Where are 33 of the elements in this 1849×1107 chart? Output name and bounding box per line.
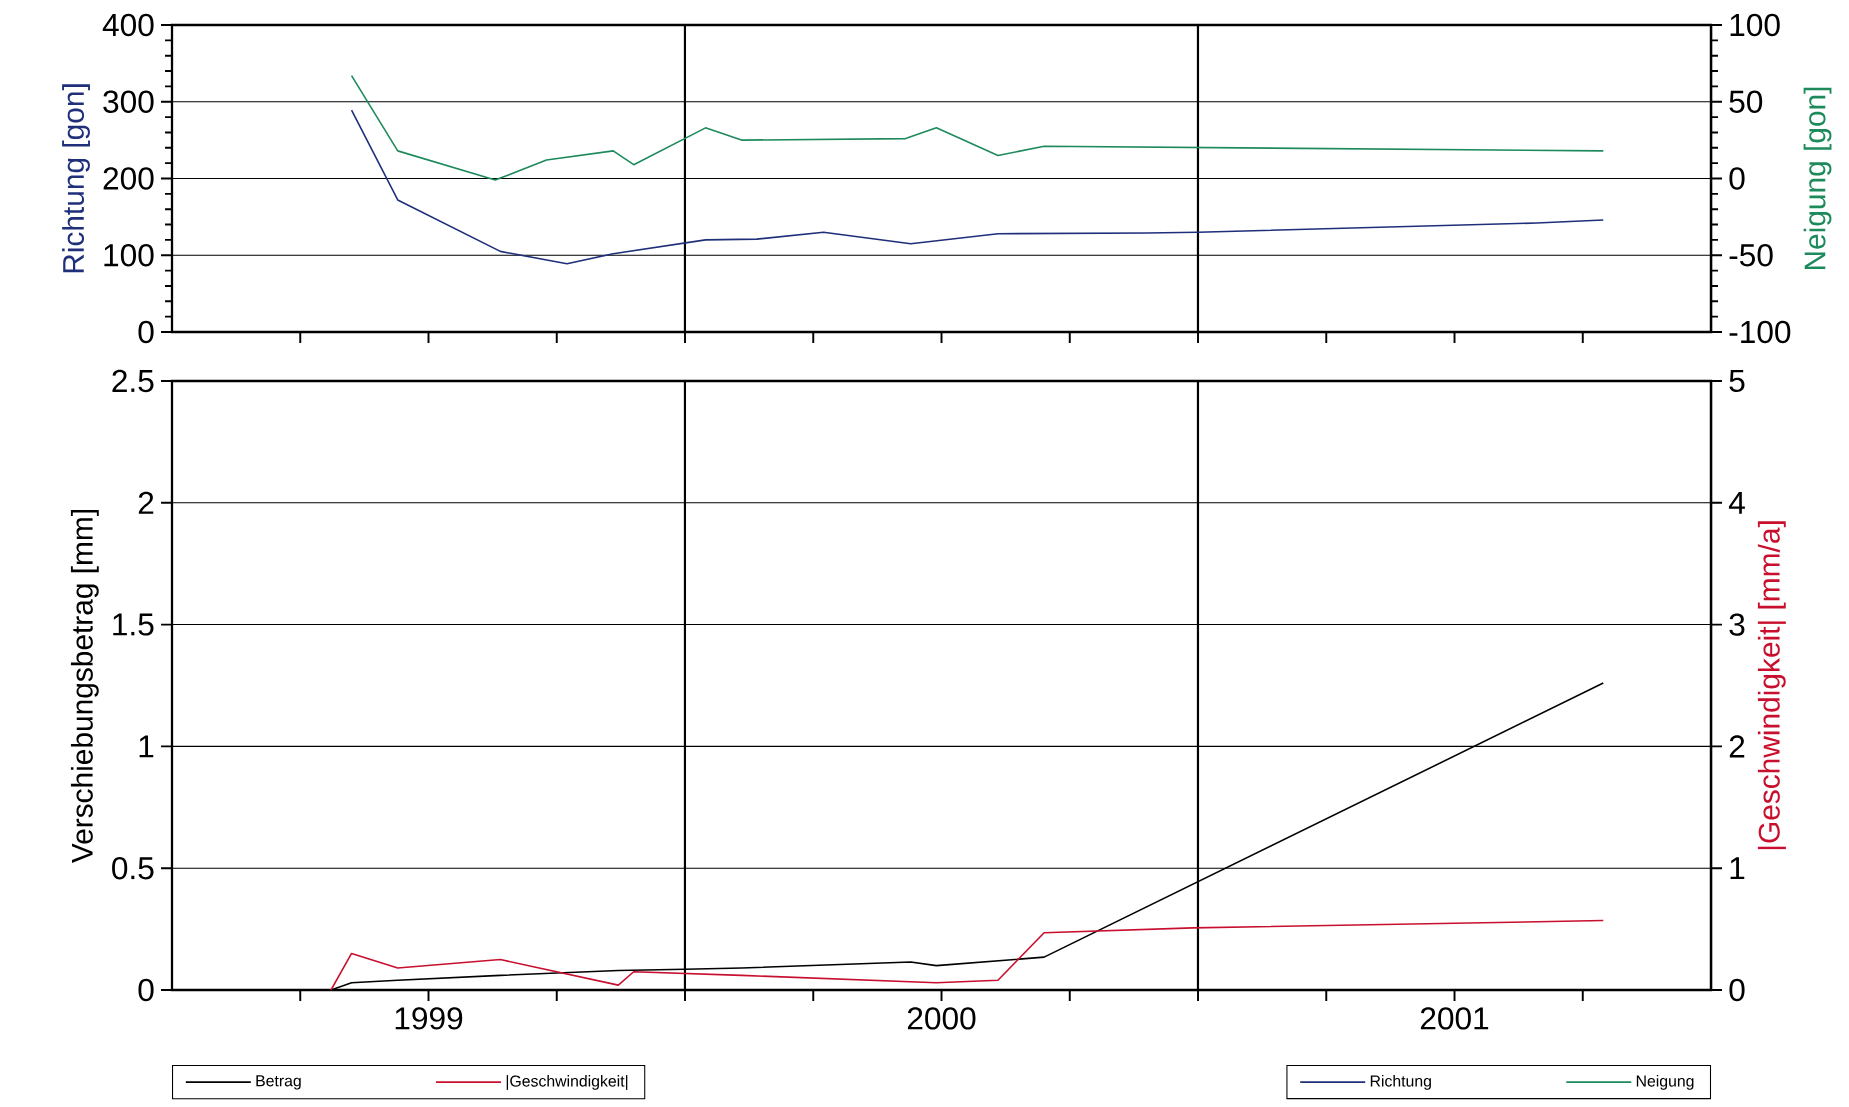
y-tick-label: 0 [138, 320, 154, 344]
y-tick-label: 1 [139, 735, 154, 758]
y2-tick-label: 50 [1729, 90, 1763, 113]
y-axis-title: Verschiebungsbetrag [mm] [70, 510, 99, 864]
x-tick-label: 2000 [907, 1007, 976, 1030]
y2-tick-label: 2 [1729, 735, 1745, 758]
y2-axis-title: |Geschwindigkeit| [mm/a] [1757, 521, 1786, 850]
y2-tick-label: 1 [1730, 857, 1745, 880]
y2-tick-label: 3 [1729, 613, 1745, 636]
y2-tick-label: 0 [1729, 167, 1745, 190]
y-tick-label: 2.5 [112, 369, 154, 393]
y2-tick-label: 4 [1728, 491, 1745, 514]
y-tick-label: 0.5 [112, 856, 154, 880]
y-tick-label: 0 [138, 978, 154, 1002]
y-tick-label: 1.5 [113, 613, 154, 636]
y-axis-title: Richtung [gon] [62, 84, 90, 273]
y-tick-label: 2 [138, 491, 154, 514]
y2-tick-label: 0 [1729, 978, 1745, 1002]
legend-label: |Geschwindigkeit| [506, 1075, 628, 1090]
y2-tick-label: 100 [1730, 13, 1780, 37]
y2-tick-label: -50 [1729, 244, 1773, 267]
legend-label: Betrag [256, 1075, 301, 1090]
y-tick-label: 300 [103, 90, 154, 113]
legend-label: Richtung [1370, 1075, 1431, 1090]
y-tick-label: 100 [104, 244, 154, 267]
y2-axis-title: Neigung [gon] [1803, 87, 1832, 270]
legend-label: Neigung [1636, 1075, 1694, 1090]
y2-tick-label: 5 [1729, 369, 1745, 393]
y2-tick-label: -100 [1729, 320, 1791, 344]
x-tick-label: 1999 [395, 1007, 463, 1030]
x-tick-label: 2001 [1420, 1007, 1489, 1030]
y-tick-label: 200 [103, 167, 154, 190]
y-tick-label: 400 [102, 13, 154, 37]
